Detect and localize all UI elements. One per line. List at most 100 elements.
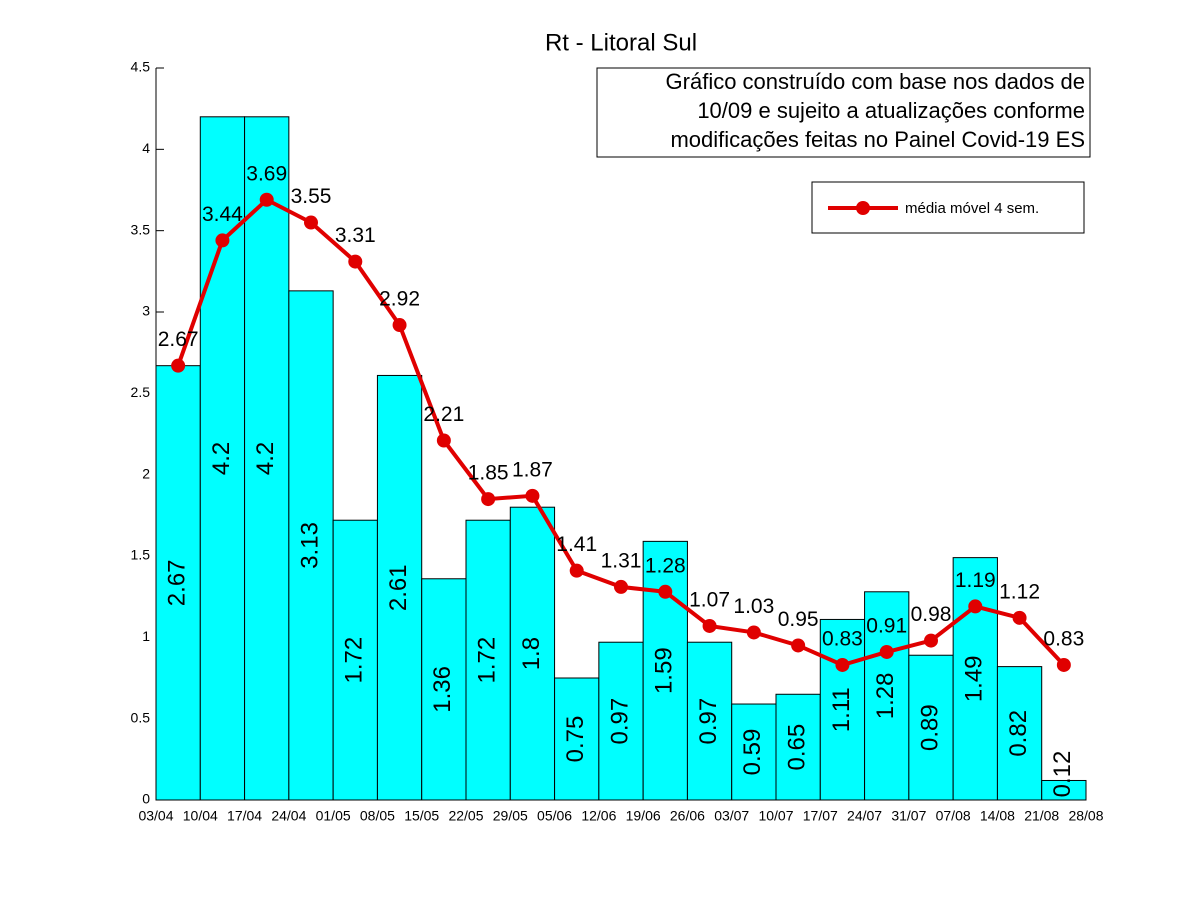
bar-value-label: 0.75 (562, 716, 589, 763)
line-marker (1056, 657, 1071, 672)
bar (465, 519, 511, 801)
bar-value-label: 1.49 (961, 655, 988, 702)
chart-title: Rt - Litoral Sul (545, 29, 697, 56)
line-value-label: 1.28 (645, 554, 686, 577)
y-tick-label: 0 (142, 791, 150, 807)
line-marker (215, 233, 230, 248)
bar (332, 519, 378, 801)
line-value-label: 2.67 (158, 328, 199, 351)
x-tick-label: 03/04 (138, 808, 173, 824)
line-value-label: 1.12 (999, 580, 1040, 603)
line-marker (525, 488, 540, 503)
line-value-label: 0.91 (866, 615, 907, 638)
x-tick-label: 12/06 (581, 808, 616, 824)
annotation-box (596, 67, 1091, 158)
x-tick-label: 24/07 (847, 808, 882, 824)
x-tick-label: 22/05 (448, 808, 483, 824)
bar (819, 618, 866, 801)
x-tick-label: 19/06 (626, 808, 661, 824)
line-marker (614, 579, 628, 594)
line-marker (1012, 610, 1027, 625)
line-marker (702, 618, 717, 633)
bar-value-label: 0.82 (1005, 710, 1032, 757)
bar-value-label: 4.2 (208, 442, 235, 475)
x-tick-label: 21/08 (1024, 808, 1059, 824)
line-marker (791, 638, 806, 653)
line-value-label: 1.41 (556, 533, 597, 556)
line-value-label: 1.87 (512, 458, 553, 481)
x-tick-label: 10/07 (758, 808, 793, 824)
line-marker (879, 644, 894, 659)
x-tick-label: 31/07 (891, 808, 926, 824)
bar (731, 703, 777, 801)
legend-label: média móvel 4 sem. (905, 200, 1039, 217)
line-value-label: 0.98 (911, 603, 952, 626)
y-tick-label: 3 (142, 303, 150, 319)
line-marker (436, 433, 451, 448)
y-tick-label: 3.5 (131, 221, 151, 237)
line-marker (746, 625, 761, 640)
x-tick-label: 24/04 (271, 808, 306, 824)
bar-value-label: 1.72 (341, 637, 368, 684)
bar-value-label: 1.36 (429, 666, 456, 713)
line-value-label: 3.69 (246, 162, 287, 185)
bar-value-label: 0.89 (916, 704, 943, 751)
x-tick-label: 17/04 (227, 808, 262, 824)
bar (598, 641, 644, 801)
bar (642, 540, 688, 801)
y-tick-label: 4 (142, 140, 150, 156)
line-value-label: 1.85 (468, 462, 509, 485)
bar (864, 591, 910, 801)
bar-value-label: 4.2 (252, 442, 279, 475)
line-marker (348, 254, 363, 269)
x-tick-label: 10/04 (183, 808, 218, 824)
bar-value-label: 2.61 (385, 564, 412, 611)
x-tick-label: 28/08 (1068, 808, 1103, 824)
y-tick-label: 0.5 (131, 709, 151, 725)
line-value-label: 1.07 (689, 588, 730, 611)
bar-value-label: 1.28 (872, 673, 899, 720)
bar (996, 666, 1043, 801)
line-marker (569, 563, 584, 578)
bar-value-label: 1.72 (473, 637, 500, 684)
bar (288, 290, 334, 801)
bar (1041, 779, 1087, 801)
line-value-label: 3.31 (335, 224, 376, 247)
line-value-label: 1.19 (955, 569, 996, 592)
bar (554, 677, 600, 801)
bar-value-label: 3.13 (296, 522, 323, 569)
bar (509, 506, 556, 801)
line-marker (171, 358, 186, 373)
x-tick-label: 03/07 (714, 808, 749, 824)
annotation-text: Gráfico construído com base nos dados de (666, 69, 1085, 94)
line-value-label: 0.83 (1043, 628, 1084, 651)
line-value-label: 0.95 (778, 608, 819, 631)
bar (376, 374, 423, 801)
bar-value-label: 1.8 (518, 637, 545, 670)
line-value-label: 2.21 (423, 403, 464, 426)
line-marker (968, 599, 983, 614)
line-value-label: 0.83 (822, 628, 863, 651)
bar-value-label: 2.67 (163, 559, 190, 606)
bar-value-label: 0.12 (1049, 751, 1076, 798)
annotation-text: modificações feitas no Painel Covid-19 E… (670, 127, 1085, 152)
legend-marker (856, 201, 870, 215)
x-tick-label: 05/06 (537, 808, 572, 824)
y-tick-label: 2 (142, 465, 150, 481)
y-tick-label: 2.5 (131, 384, 151, 400)
y-tick-label: 1.5 (131, 547, 151, 563)
annotation-text: 10/09 e sujeito a atualizações conforme (697, 98, 1085, 123)
x-tick-label: 15/05 (404, 808, 439, 824)
x-tick-label: 26/06 (670, 808, 705, 824)
line-marker (658, 584, 673, 599)
bar-value-label: 1.59 (651, 647, 678, 694)
bar-value-label: 0.65 (783, 724, 810, 771)
bar (686, 641, 733, 801)
bar (244, 116, 290, 801)
bar (775, 693, 821, 801)
bar-value-label: 1.11 (828, 687, 855, 732)
x-tick-label: 07/08 (936, 808, 971, 824)
bar (952, 557, 998, 801)
line-marker (304, 215, 318, 230)
